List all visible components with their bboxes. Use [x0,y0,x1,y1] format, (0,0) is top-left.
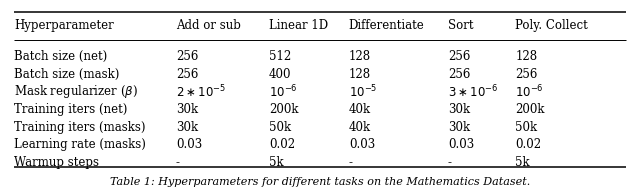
Text: 5k: 5k [269,156,284,169]
Text: 128: 128 [349,68,371,81]
Text: 30k: 30k [176,121,198,133]
Text: 512: 512 [269,50,291,63]
Text: $10^{-5}$: $10^{-5}$ [349,83,377,100]
Text: 256: 256 [448,50,470,63]
Text: 256: 256 [448,68,470,81]
Text: Table 1: Hyperparameters for different tasks on the Mathematics Dataset.: Table 1: Hyperparameters for different t… [110,177,530,187]
Text: Linear 1D: Linear 1D [269,19,328,32]
Text: Learning rate (masks): Learning rate (masks) [14,138,146,151]
Text: Training iters (masks): Training iters (masks) [14,121,145,133]
Text: 256: 256 [176,68,198,81]
Text: 128: 128 [349,50,371,63]
Text: 256: 256 [176,50,198,63]
Text: Batch size (net): Batch size (net) [14,50,108,63]
Text: 30k: 30k [448,121,470,133]
Text: Add or sub: Add or sub [176,19,241,32]
Text: Warmup steps: Warmup steps [14,156,99,169]
Text: Training iters (net): Training iters (net) [14,103,127,116]
Text: 128: 128 [515,50,538,63]
Text: $3 \ast 10^{-6}$: $3 \ast 10^{-6}$ [448,83,499,100]
Text: 50k: 50k [269,121,291,133]
Text: Sort: Sort [448,19,474,32]
Text: Batch size (mask): Batch size (mask) [14,68,120,81]
Text: 0.02: 0.02 [269,138,295,151]
Text: Hyperparameter: Hyperparameter [14,19,114,32]
Text: 0.03: 0.03 [448,138,474,151]
Text: Mask regularizer ($\beta$): Mask regularizer ($\beta$) [14,83,138,100]
Text: Poly. Collect: Poly. Collect [515,19,588,32]
Text: -: - [349,156,353,169]
Text: $10^{-6}$: $10^{-6}$ [515,83,544,100]
Text: 200k: 200k [269,103,298,116]
Text: Differentiate: Differentiate [349,19,424,32]
Text: 40k: 40k [349,121,371,133]
Text: 50k: 50k [515,121,538,133]
Text: -: - [176,156,180,169]
Text: 400: 400 [269,68,291,81]
Text: 30k: 30k [448,103,470,116]
Text: $10^{-6}$: $10^{-6}$ [269,83,298,100]
Text: 0.03: 0.03 [176,138,202,151]
Text: 0.02: 0.02 [515,138,541,151]
Text: 0.03: 0.03 [349,138,375,151]
Text: 30k: 30k [176,103,198,116]
Text: 256: 256 [515,68,538,81]
Text: $2 \ast 10^{-5}$: $2 \ast 10^{-5}$ [176,83,227,100]
Text: -: - [448,156,452,169]
Text: 5k: 5k [515,156,530,169]
Text: 200k: 200k [515,103,545,116]
Text: 40k: 40k [349,103,371,116]
